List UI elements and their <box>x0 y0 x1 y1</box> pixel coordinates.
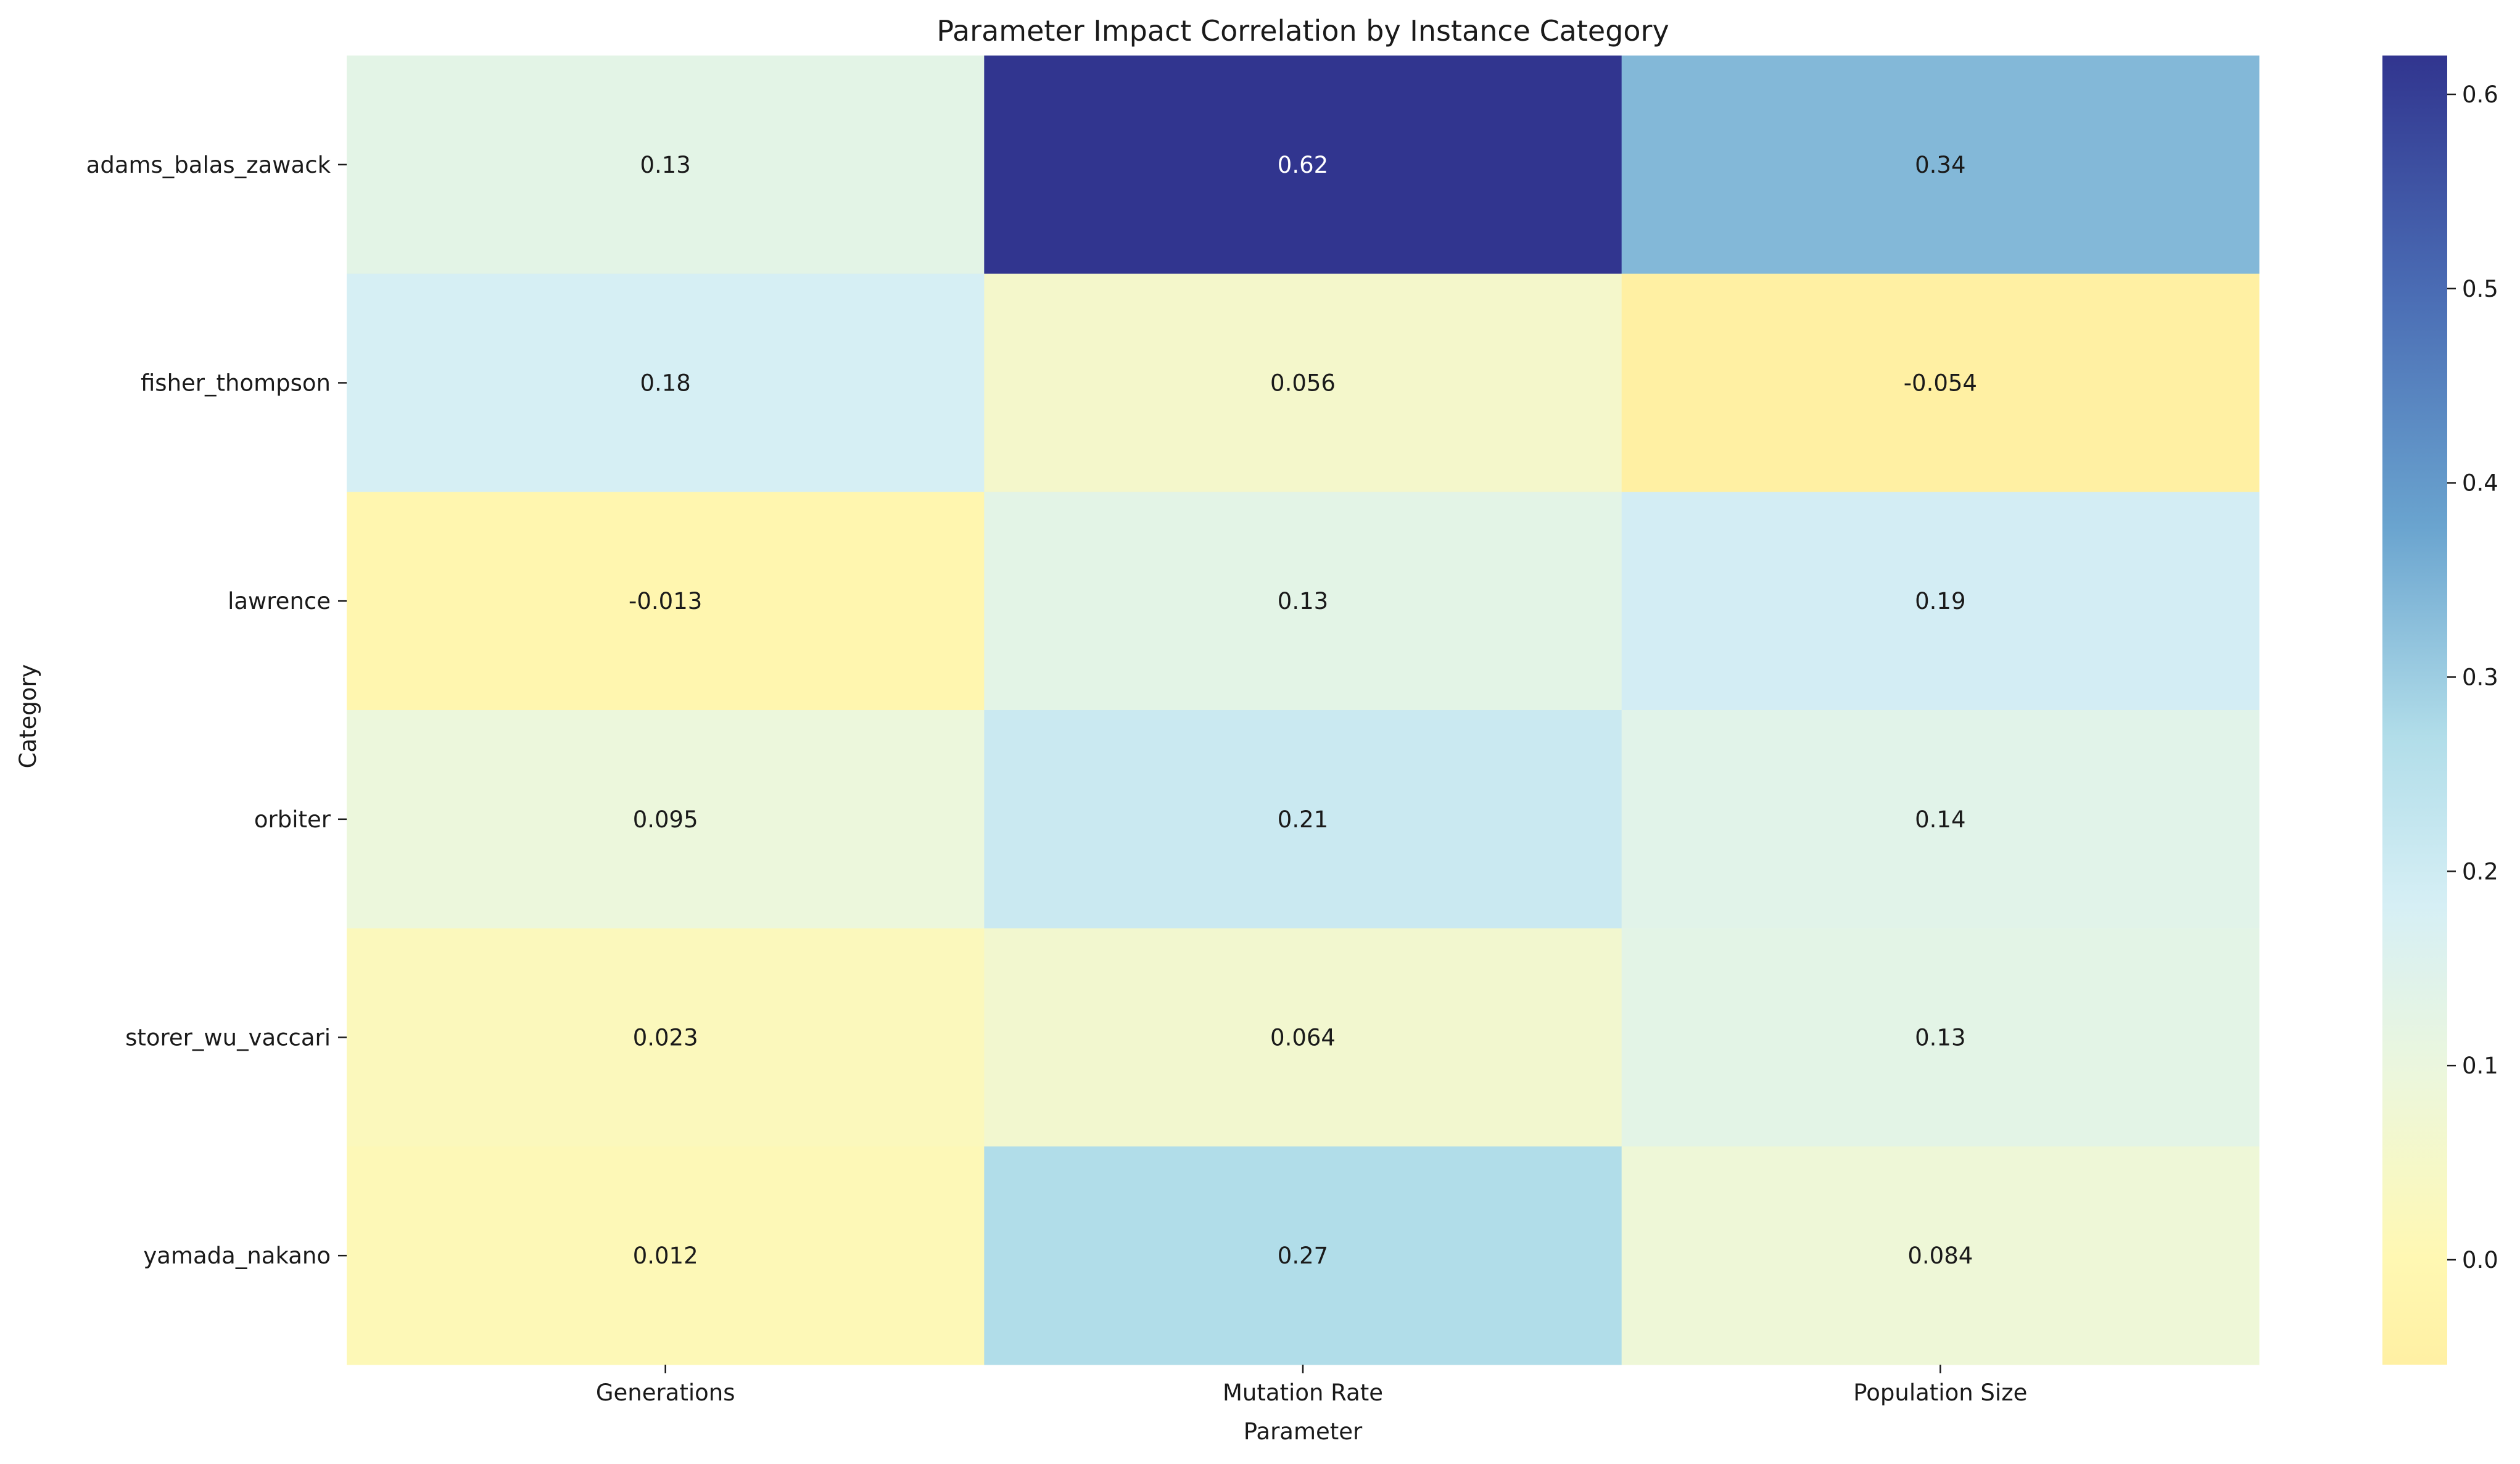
heatmap-cell <box>1621 928 2260 1147</box>
colorbar-tick-label: 0.3 <box>2462 664 2498 690</box>
colorbar: 0.0 0.1 0.2 0.3 0.4 0.5 0.6 <box>2382 56 2498 1365</box>
colorbar-tick-label: 0.0 <box>2462 1247 2498 1273</box>
y-tick-label: storer_wu_vaccari <box>125 1025 331 1051</box>
cell-value-label: 0.13 <box>1278 588 1328 614</box>
colorbar-gradient <box>2382 56 2447 1365</box>
cell-value-label: 0.19 <box>1915 588 1965 614</box>
colorbar-tick-label: 0.4 <box>2462 470 2498 497</box>
cell-value-label: 0.27 <box>1278 1243 1328 1269</box>
cell-value-label: 0.084 <box>1907 1243 1973 1269</box>
heatmap-cell <box>1621 492 2260 711</box>
colorbar-tick-label: 0.2 <box>2462 858 2498 885</box>
colorbar-tick-label: 0.5 <box>2462 276 2498 302</box>
x-tick-label: Population Size <box>1853 1379 2027 1406</box>
heatmap-cells <box>347 56 2260 1365</box>
cell-value-label: 0.095 <box>633 806 698 833</box>
heatmap-cell <box>347 56 985 275</box>
heatmap-cell <box>347 928 985 1147</box>
x-tick-label: Generations <box>596 1379 735 1406</box>
cell-value-label: 0.13 <box>1915 1025 1965 1051</box>
x-tick-label: Mutation Rate <box>1223 1379 1383 1406</box>
colorbar-tick-label: 0.1 <box>2462 1053 2498 1079</box>
heatmap-cell <box>347 1146 985 1365</box>
heatmap-cell <box>984 492 1622 711</box>
cell-value-label: 0.023 <box>633 1025 698 1051</box>
heatmap-cell <box>1621 56 2260 275</box>
cell-value-label: 0.14 <box>1915 806 1965 833</box>
y-axis-label: Category <box>15 664 41 768</box>
heatmap-cell-labels: 0.13 0.62 0.34 0.18 0.056 -0.054 -0.013 0.13 0.1… <box>629 152 1977 1269</box>
cell-value-label: 0.62 <box>1278 152 1328 178</box>
cell-value-label: -0.013 <box>629 588 702 614</box>
y-tick-label: fisher_thompson <box>141 370 331 397</box>
heatmap-cell <box>347 492 985 711</box>
heatmap-cell <box>347 710 985 929</box>
x-axis-label: Parameter <box>1244 1418 1363 1445</box>
heatmap-cell <box>984 56 1622 275</box>
heatmap-cell <box>984 273 1622 492</box>
heatmap-cell <box>1621 1146 2260 1365</box>
heatmap-cell <box>984 928 1622 1147</box>
heatmap-cell <box>984 710 1622 929</box>
cell-value-label: 0.18 <box>640 370 690 397</box>
y-tick-label: yamada_nakano <box>143 1243 331 1269</box>
cell-value-label: 0.064 <box>1270 1025 1336 1051</box>
colorbar-tick-label: 0.6 <box>2462 81 2498 108</box>
chart-title: Parameter Impact Correlation by Instance… <box>936 14 1669 48</box>
y-tick-label: lawrence <box>228 588 331 614</box>
heatmap-cell <box>1621 710 2260 929</box>
heatmap-axes: Generations Mutation Rate Population Size a… <box>86 152 2028 1406</box>
cell-value-label: 0.056 <box>1270 370 1336 397</box>
cell-value-label: 0.012 <box>633 1243 698 1269</box>
heatmap-cell <box>1621 273 2260 492</box>
y-tick-label: orbiter <box>254 806 331 833</box>
heatmap-cell <box>984 1146 1622 1365</box>
y-tick-label: adams_balas_zawack <box>86 152 331 178</box>
heatmap-cell <box>347 273 985 492</box>
cell-value-label: -0.054 <box>1904 370 1977 397</box>
cell-value-label: 0.13 <box>640 152 690 178</box>
cell-value-label: 0.34 <box>1915 152 1965 178</box>
cell-value-label: 0.21 <box>1278 806 1328 833</box>
